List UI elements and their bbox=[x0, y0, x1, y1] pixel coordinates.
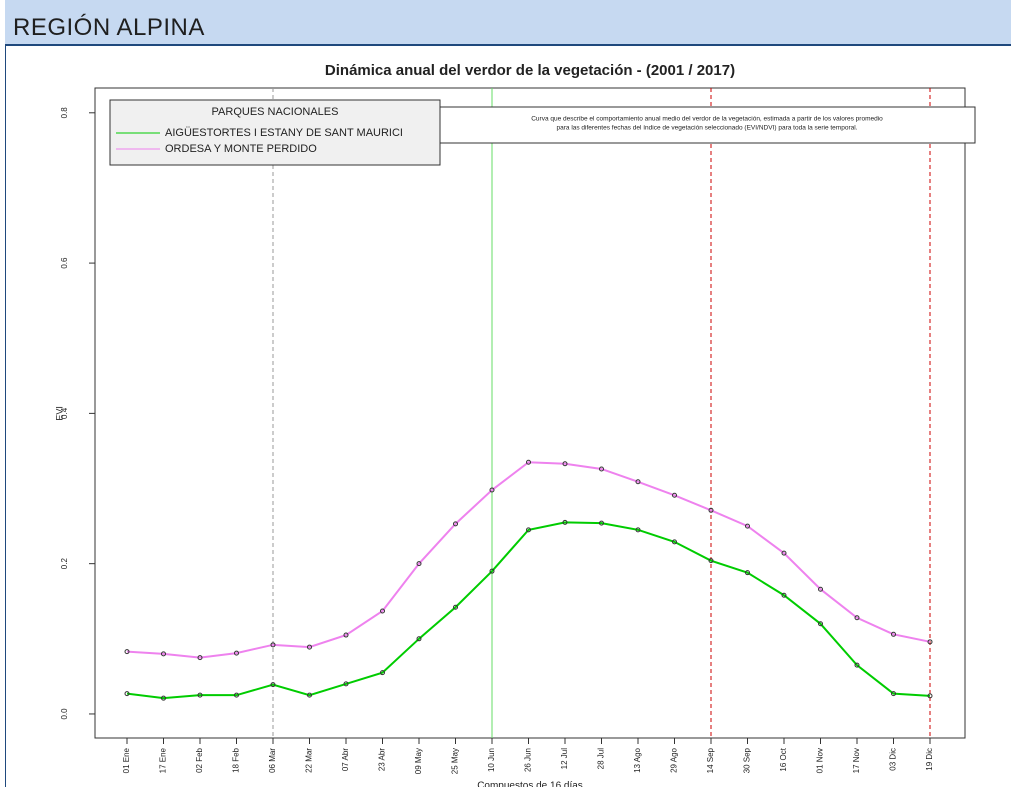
y-tick-label: 0.8 bbox=[60, 107, 69, 119]
header: REGIÓN ALPINA bbox=[5, 0, 1011, 46]
data-point bbox=[453, 521, 458, 527]
data-point bbox=[416, 561, 422, 567]
data-point bbox=[635, 479, 641, 485]
legend-box bbox=[109, 99, 441, 166]
x-tick-label: 16 Oct bbox=[779, 747, 788, 771]
x-tick-label: 26 Jun bbox=[524, 748, 533, 772]
x-tick-label: 06 Mar bbox=[268, 748, 277, 773]
data-point bbox=[307, 644, 312, 650]
data-point bbox=[781, 592, 787, 598]
data-point bbox=[307, 692, 312, 698]
header-title: REGIÓN ALPINA bbox=[13, 14, 205, 41]
data-point bbox=[124, 691, 130, 697]
data-point bbox=[234, 692, 239, 698]
x-tick-label: 29 Ago bbox=[670, 747, 679, 772]
data-point bbox=[854, 662, 860, 668]
data-point bbox=[161, 695, 166, 701]
series-line bbox=[126, 521, 931, 700]
data-point bbox=[197, 692, 203, 698]
data-point bbox=[380, 670, 385, 676]
x-tick-label: 14 Sep bbox=[706, 747, 715, 773]
x-tick-label: 10 Jun bbox=[487, 748, 496, 772]
data-point bbox=[672, 492, 677, 498]
data-point bbox=[343, 632, 349, 638]
data-point bbox=[489, 568, 495, 574]
x-tick-label: 02 Feb bbox=[195, 747, 204, 772]
x-tick-label: 23 Abr bbox=[378, 748, 387, 771]
x-tick-label: 17 Ene bbox=[159, 747, 168, 773]
legend-label: ORDESA Y MONTE PERDIDO bbox=[165, 143, 317, 155]
data-point bbox=[708, 558, 714, 564]
y-tick-label: 0.2 bbox=[60, 558, 69, 570]
x-tick-label: 30 Sep bbox=[743, 747, 752, 773]
data-point bbox=[453, 604, 458, 610]
x-tick-label: 01 Nov bbox=[816, 748, 825, 773]
data-point bbox=[708, 507, 714, 513]
y-tick-label: 0.0 bbox=[60, 708, 69, 720]
data-point bbox=[781, 550, 787, 556]
data-point bbox=[635, 527, 641, 533]
annotation-text: para las diferentes fechas del índice de… bbox=[557, 125, 858, 132]
x-tick-label: 01 Ene bbox=[122, 747, 131, 773]
data-point bbox=[161, 651, 166, 657]
x-tick-label: 12 Jul bbox=[560, 748, 569, 770]
x-axis-label: Compuestos de 16 días bbox=[477, 781, 583, 787]
data-point bbox=[818, 621, 823, 627]
x-tick-label: 07 Abr bbox=[341, 748, 350, 771]
legend-title: PARQUES NACIONALES bbox=[212, 106, 339, 118]
data-point bbox=[124, 649, 130, 655]
data-point bbox=[380, 608, 385, 614]
x-tick-label: 28 Jul bbox=[597, 748, 606, 770]
x-tick-label: 19 Dic bbox=[925, 748, 934, 771]
x-tick-label: 09 May bbox=[414, 748, 423, 774]
data-point bbox=[526, 459, 531, 465]
x-tick-label: 17 Nov bbox=[852, 748, 861, 773]
x-tick-label: 25 May bbox=[451, 748, 460, 774]
y-tick-label: 0.6 bbox=[60, 257, 69, 269]
x-tick-label: 03 Dic bbox=[889, 748, 898, 771]
y-axis-label: EVI bbox=[54, 406, 64, 421]
left-rule bbox=[5, 46, 6, 787]
y-tick-label: 0.4 bbox=[60, 407, 69, 419]
x-tick-label: 13 Ago bbox=[633, 747, 642, 772]
data-point bbox=[562, 461, 568, 467]
data-point bbox=[489, 487, 495, 493]
data-point bbox=[599, 520, 604, 526]
data-point bbox=[818, 586, 823, 592]
data-point bbox=[745, 523, 750, 529]
data-point bbox=[599, 466, 604, 472]
annotation-box bbox=[439, 106, 976, 144]
data-point bbox=[416, 636, 422, 642]
data-point bbox=[927, 693, 933, 699]
series-line bbox=[126, 461, 931, 659]
data-point bbox=[562, 519, 568, 525]
data-point bbox=[343, 681, 349, 687]
data-point bbox=[891, 631, 896, 637]
x-tick-label: 18 Feb bbox=[232, 747, 241, 772]
data-point bbox=[234, 650, 239, 656]
data-point bbox=[927, 639, 933, 645]
x-tick-label: 22 Mar bbox=[305, 748, 314, 773]
data-point bbox=[270, 642, 276, 648]
data-point bbox=[891, 691, 896, 697]
data-point bbox=[270, 682, 276, 688]
data-point bbox=[197, 655, 203, 661]
chart-title: Dinámica anual del verdor de la vegetaci… bbox=[325, 62, 735, 79]
data-point bbox=[526, 527, 531, 533]
data-point bbox=[672, 539, 677, 545]
legend-label: AIGÜESTORTES I ESTANY DE SANT MAURICI bbox=[165, 127, 403, 139]
annotation-text: Curva que describe el comportamiento anu… bbox=[531, 116, 883, 123]
data-point bbox=[854, 615, 860, 621]
data-point bbox=[745, 570, 750, 576]
